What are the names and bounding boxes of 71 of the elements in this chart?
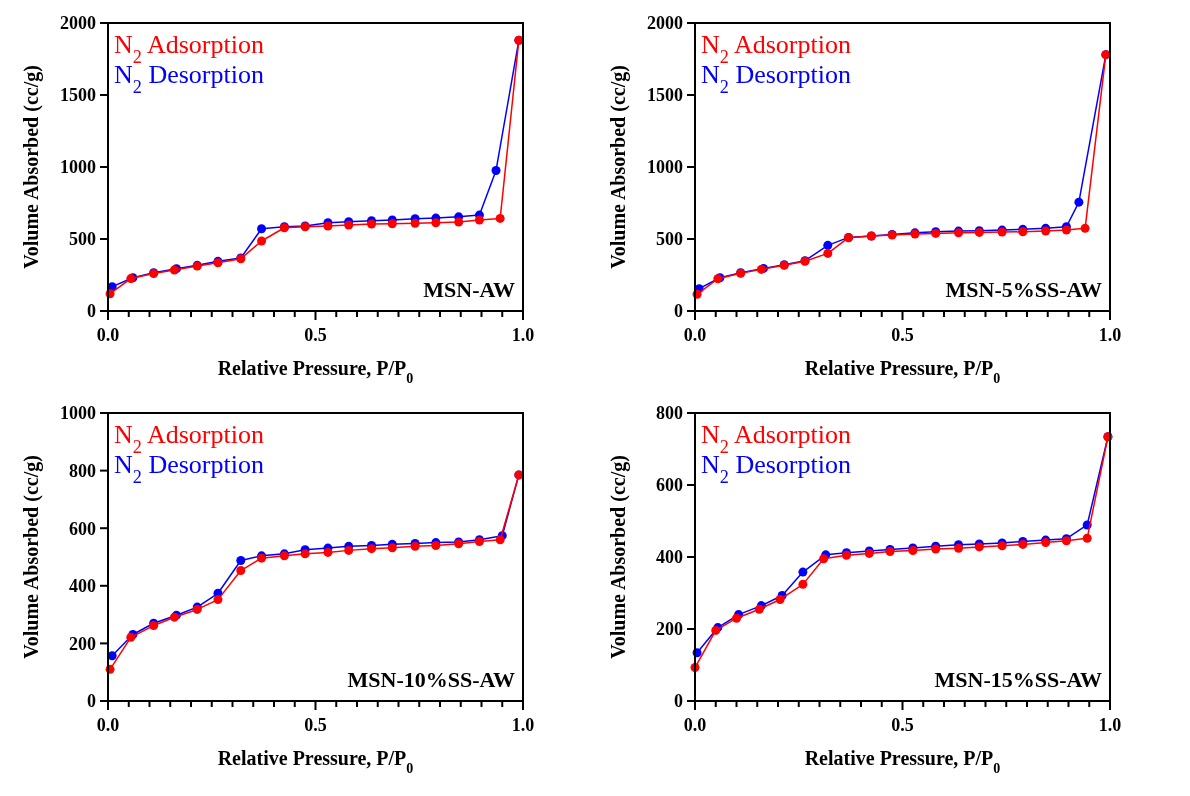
point bbox=[300, 549, 310, 559]
point bbox=[491, 165, 501, 175]
y-tick-label: 500 bbox=[656, 229, 683, 250]
y-axis-title: Volume Absorbed (cc/g) bbox=[607, 455, 630, 659]
point bbox=[823, 248, 833, 258]
point bbox=[454, 217, 464, 227]
point bbox=[823, 240, 833, 250]
x-tick-label: 0.5 bbox=[304, 325, 327, 345]
x-tick-label: 0.5 bbox=[891, 715, 914, 735]
y-tick-label: 200 bbox=[69, 633, 96, 654]
y-tick-label: 800 bbox=[69, 460, 96, 481]
y-tick-label: 1000 bbox=[60, 157, 96, 178]
y-tick-label: 2000 bbox=[60, 13, 96, 34]
y-axis-title: Volume Absorbed (cc/g) bbox=[607, 65, 630, 269]
annotation: MSN-10%SS-AW bbox=[347, 667, 515, 692]
x-axis-title: Relative Pressure, P/P$_{0}$ bbox=[217, 357, 414, 386]
point bbox=[798, 567, 808, 577]
y-tick-label: 0 bbox=[674, 691, 683, 712]
point bbox=[495, 535, 505, 545]
point bbox=[367, 544, 377, 554]
x-tick-label: 0.0 bbox=[683, 715, 707, 735]
x-tick-label: 0.5 bbox=[891, 325, 914, 345]
point bbox=[1080, 223, 1090, 233]
y-tick-label: 800 bbox=[656, 403, 683, 424]
y-tick-label: 500 bbox=[69, 229, 96, 250]
y-tick-label: 0 bbox=[87, 691, 96, 712]
point bbox=[798, 579, 808, 589]
point bbox=[1082, 533, 1092, 543]
annotation: MSN-15%SS-AW bbox=[934, 667, 1102, 692]
x-tick-label: 1.0 bbox=[511, 715, 535, 735]
y-tick-label: 1500 bbox=[647, 85, 683, 106]
point bbox=[819, 554, 829, 564]
y-tick-label: 1000 bbox=[647, 157, 683, 178]
y-tick-label: 0 bbox=[87, 301, 96, 322]
point bbox=[495, 213, 505, 223]
x-axis-title: Relative Pressure, P/P$_{0}$ bbox=[217, 747, 414, 776]
x-tick-label: 1.0 bbox=[1098, 715, 1122, 735]
point bbox=[387, 219, 397, 229]
y-tick-label: 400 bbox=[69, 576, 96, 597]
y-tick-label: 600 bbox=[656, 475, 683, 496]
x-tick-label: 0.5 bbox=[304, 715, 327, 735]
y-axis-title: Volume Absorbed (cc/g) bbox=[20, 65, 43, 269]
point bbox=[474, 215, 484, 225]
point bbox=[236, 555, 246, 565]
y-tick-label: 0 bbox=[674, 301, 683, 322]
point bbox=[213, 595, 223, 605]
point bbox=[257, 224, 267, 234]
point bbox=[236, 566, 246, 576]
point bbox=[323, 547, 333, 557]
point bbox=[344, 545, 354, 555]
y-tick-label: 1500 bbox=[60, 85, 96, 106]
x-axis-title: Relative Pressure, P/P$_{0}$ bbox=[804, 357, 1001, 386]
annotation: MSN-AW bbox=[423, 277, 515, 302]
y-tick-label: 600 bbox=[69, 518, 96, 539]
x-axis-title: Relative Pressure, P/P$_{0}$ bbox=[804, 747, 1001, 776]
x-tick-label: 0.0 bbox=[96, 325, 120, 345]
y-tick-label: 200 bbox=[656, 619, 683, 640]
annotation: MSN-5%SS-AW bbox=[945, 277, 1102, 302]
x-tick-label: 1.0 bbox=[1098, 325, 1122, 345]
y-axis-title: Volume Absorbed (cc/g) bbox=[20, 455, 43, 659]
x-tick-label: 0.0 bbox=[96, 715, 120, 735]
x-tick-label: 0.0 bbox=[683, 325, 707, 345]
point bbox=[431, 218, 441, 228]
x-tick-label: 1.0 bbox=[511, 325, 535, 345]
y-tick-label: 400 bbox=[656, 547, 683, 568]
point bbox=[387, 543, 397, 553]
point bbox=[1074, 197, 1084, 207]
y-tick-label: 2000 bbox=[647, 13, 683, 34]
y-tick-label: 1000 bbox=[60, 403, 96, 424]
point bbox=[410, 218, 420, 228]
point bbox=[257, 236, 267, 246]
